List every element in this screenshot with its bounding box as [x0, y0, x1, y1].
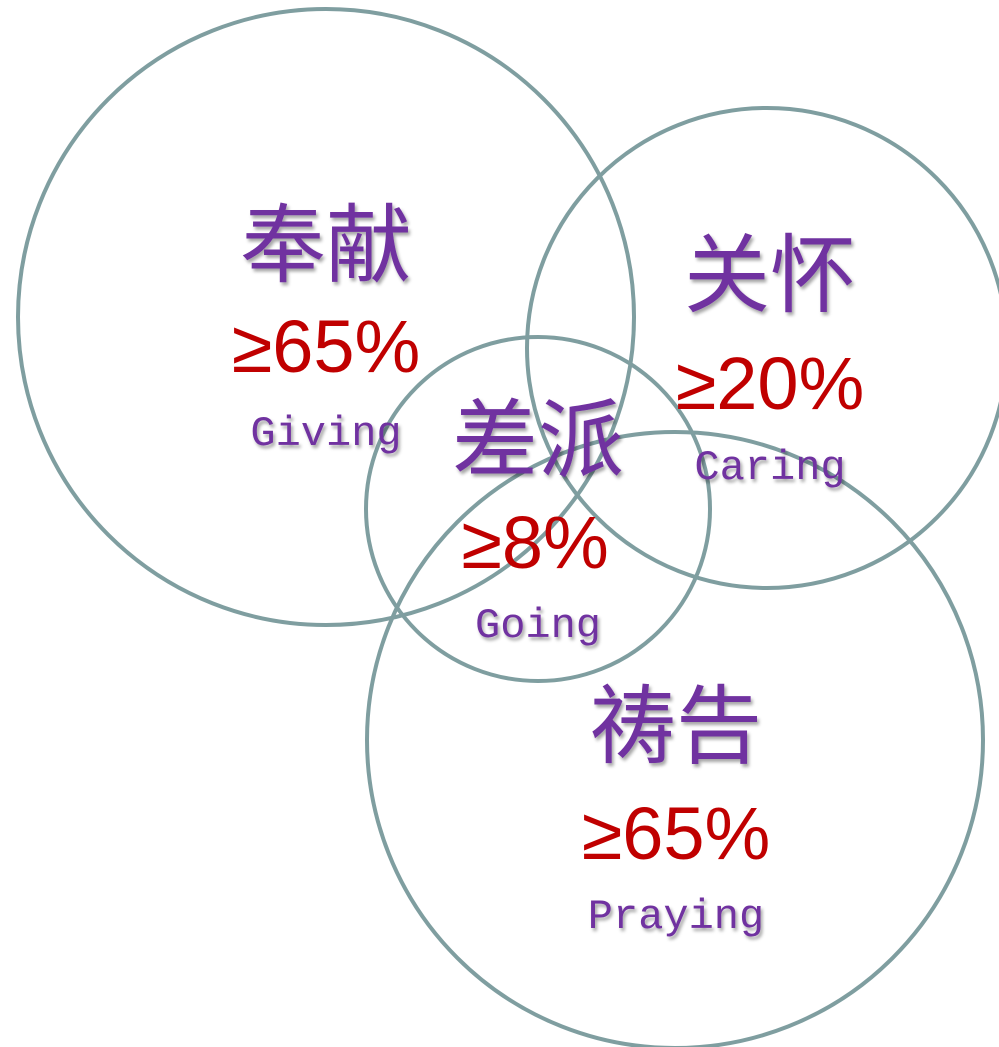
label-group-praying: 祷告 ≥65% Praying	[582, 677, 771, 941]
caring-percent-label: ≥20%	[676, 342, 865, 425]
label-group-caring: 关怀 ≥20% Caring	[676, 226, 865, 492]
circle-giving	[16, 7, 636, 627]
going-percent-label: ≥8%	[461, 501, 609, 584]
circle-going	[364, 335, 712, 683]
circle-praying	[365, 430, 985, 1047]
giving-chinese-label: 奉献	[240, 196, 412, 296]
label-group-going: 差派 ≥8% Going	[452, 391, 624, 650]
caring-english-label: Caring	[694, 444, 845, 492]
praying-chinese-label: 祷告	[590, 677, 762, 777]
caring-chinese-label: 关怀	[684, 226, 856, 326]
praying-percent-label: ≥65%	[582, 792, 771, 875]
label-group-giving: 奉献 ≥65% Giving	[232, 196, 421, 458]
praying-english-label: Praying	[588, 893, 764, 941]
giving-english-label: Giving	[250, 410, 401, 458]
going-english-label: Going	[475, 602, 601, 650]
giving-percent-label: ≥65%	[232, 305, 421, 388]
going-chinese-label: 差派	[452, 391, 624, 491]
circle-caring	[525, 106, 999, 590]
